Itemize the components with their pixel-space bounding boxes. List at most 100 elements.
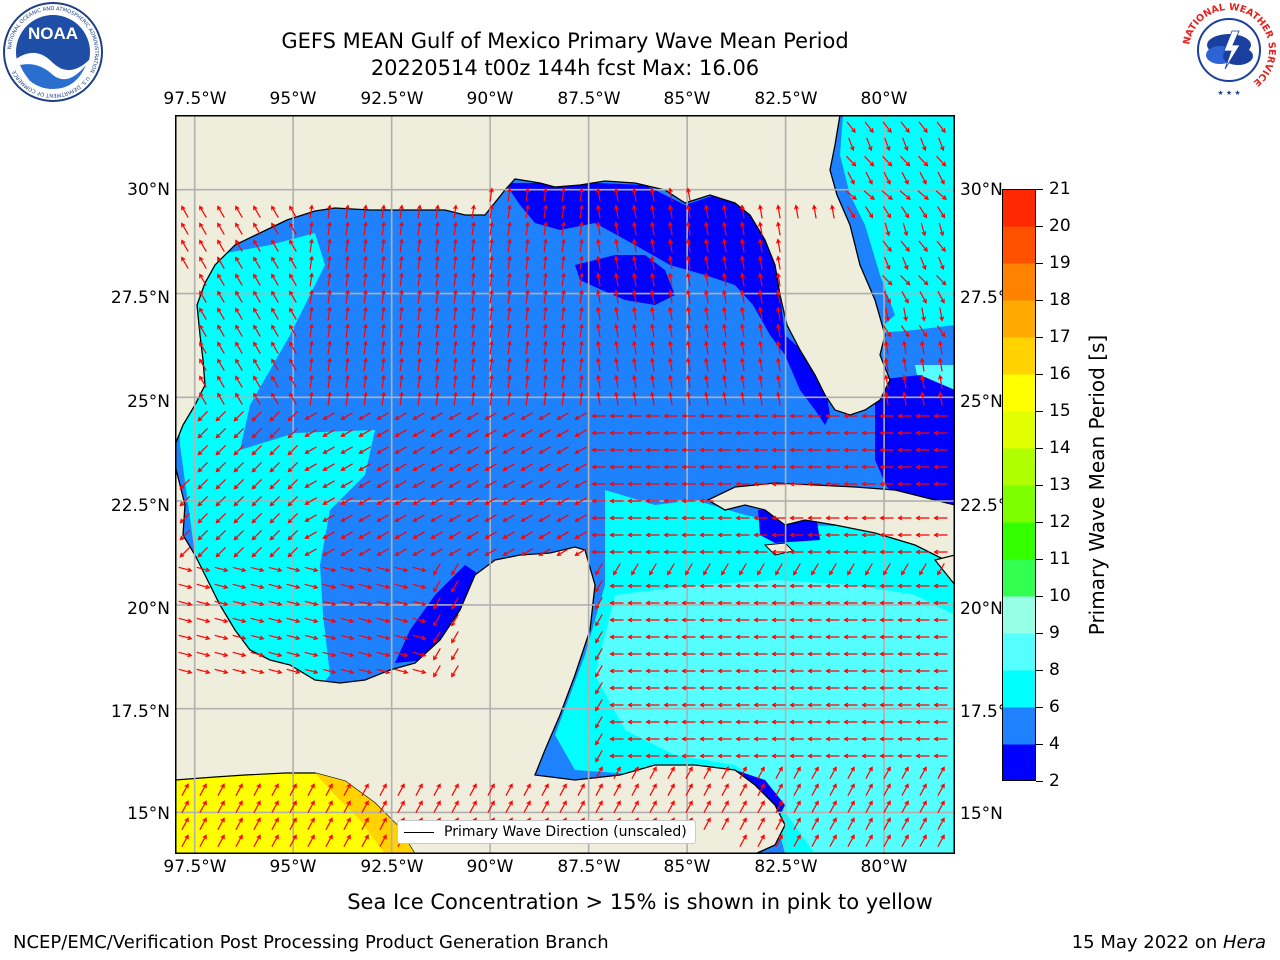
wave-direction-arrow [663, 481, 678, 487]
wave-direction-arrow [325, 783, 333, 796]
wave-direction-arrow [882, 121, 892, 134]
wave-direction-arrow [667, 766, 675, 779]
wave-direction-arrow [489, 204, 494, 219]
wave-direction-arrow [181, 834, 189, 847]
wave-direction-arrow [627, 481, 642, 487]
wave-direction-arrow [345, 323, 350, 338]
wave-direction-arrow [884, 137, 891, 152]
wave-direction-arrow [920, 340, 925, 355]
wave-direction-arrow [645, 430, 660, 436]
wave-direction-arrow [757, 834, 765, 847]
wave-direction-arrow [861, 583, 876, 589]
wave-direction-arrow [489, 238, 494, 253]
wave-direction-arrow [879, 447, 894, 453]
wave-direction-arrow [776, 323, 781, 338]
wave-direction-arrow [936, 206, 946, 219]
wave-direction-arrow [453, 238, 458, 253]
wave-direction-arrow [430, 463, 443, 471]
wave-direction-arrow [609, 498, 624, 504]
lon-tick-top: 90°W [466, 89, 514, 109]
wave-direction-arrow [596, 306, 601, 321]
wave-direction-arrow [668, 255, 673, 270]
wave-direction-arrow [829, 800, 837, 813]
wave-direction-arrow [250, 566, 265, 573]
wave-direction-arrow [704, 323, 709, 338]
wave-direction-arrow [579, 374, 584, 389]
wave-direction-arrow [681, 583, 696, 589]
wave-direction-arrow [663, 719, 678, 725]
wave-direction-arrow [614, 204, 619, 219]
wave-direction-arrow [897, 668, 912, 674]
wave-direction-arrow [848, 137, 855, 152]
map-legend: Primary Wave Direction (unscaled) [397, 820, 696, 844]
wave-direction-arrow [322, 651, 337, 658]
wave-direction-arrow [253, 273, 261, 286]
wave-direction-arrow [484, 463, 497, 471]
wave-direction-arrow [394, 600, 409, 607]
high-period-pacific-edge [315, 773, 415, 854]
colorbar-label: Primary Wave Mean Period [s] [1085, 334, 1109, 636]
wave-direction-arrow [865, 817, 873, 830]
wave-direction-arrow [595, 750, 603, 763]
wave-direction-arrow [933, 736, 948, 742]
wave-direction-arrow [915, 600, 930, 606]
wave-direction-arrow [811, 817, 819, 830]
wave-direction-arrow [882, 240, 892, 253]
wave-direction-arrow [289, 341, 297, 354]
wave-direction-arrow [415, 800, 423, 813]
wave-direction-arrow [789, 600, 804, 606]
wave-direction-arrow [489, 289, 494, 304]
wave-direction-arrow [915, 617, 930, 623]
wave-direction-arrow [394, 634, 409, 641]
wave-direction-arrow [735, 651, 750, 657]
wave-direction-arrow [699, 702, 714, 708]
wave-direction-arrow [717, 481, 732, 487]
wave-direction-arrow [304, 514, 317, 522]
wave-direction-arrow [399, 306, 404, 321]
wave-direction-arrow [632, 221, 637, 236]
wave-direction-arrow [663, 753, 678, 759]
wave-direction-arrow [609, 481, 624, 487]
wave-direction-arrow [897, 430, 912, 436]
wave-direction-arrow [394, 566, 409, 573]
wave-direction-arrow [771, 600, 786, 606]
wave-direction-arrow [340, 497, 353, 505]
wave-direction-arrow [735, 532, 750, 538]
wave-direction-arrow [789, 702, 804, 708]
colorbar-tick-label: 11 [1049, 549, 1071, 569]
wave-direction-arrow [199, 341, 207, 354]
wave-direction-arrow [668, 204, 673, 219]
wave-direction-arrow [681, 549, 696, 555]
wave-direction-arrow [938, 357, 943, 372]
wave-direction-arrow [502, 531, 515, 539]
wave-direction-arrow [902, 137, 909, 152]
wave-direction-arrow [811, 800, 819, 813]
colorbar-block [1002, 300, 1036, 338]
wave-direction-arrow [199, 290, 207, 303]
wave-direction-arrow [740, 289, 745, 304]
wave-direction-arrow [197, 478, 209, 490]
wave-direction-arrow [825, 719, 840, 725]
wave-direction-arrow [271, 358, 279, 371]
wave-direction-arrow [538, 497, 551, 505]
wave-direction-arrow [807, 736, 822, 742]
wave-direction-arrow [825, 651, 840, 657]
wave-direction-arrow [667, 783, 675, 796]
wave-direction-arrow [685, 800, 693, 813]
wave-direction-arrow [412, 446, 425, 454]
wave-direction-arrow [807, 719, 822, 725]
wave-direction-arrow [686, 221, 691, 236]
wave-direction-arrow [897, 413, 912, 419]
wave-direction-arrow [453, 204, 458, 219]
wave-direction-arrow [632, 374, 637, 389]
wave-direction-arrow [663, 447, 678, 453]
wave-direction-arrow [507, 323, 512, 338]
wave-direction-arrow [627, 634, 642, 640]
wave-direction-arrow [627, 736, 642, 742]
wave-direction-arrow [253, 222, 261, 235]
wave-direction-arrow [631, 766, 639, 779]
wave-direction-arrow [178, 566, 193, 573]
wave-direction-arrow [771, 651, 786, 657]
wave-direction-arrow [897, 685, 912, 691]
wave-direction-arrow [825, 668, 840, 674]
